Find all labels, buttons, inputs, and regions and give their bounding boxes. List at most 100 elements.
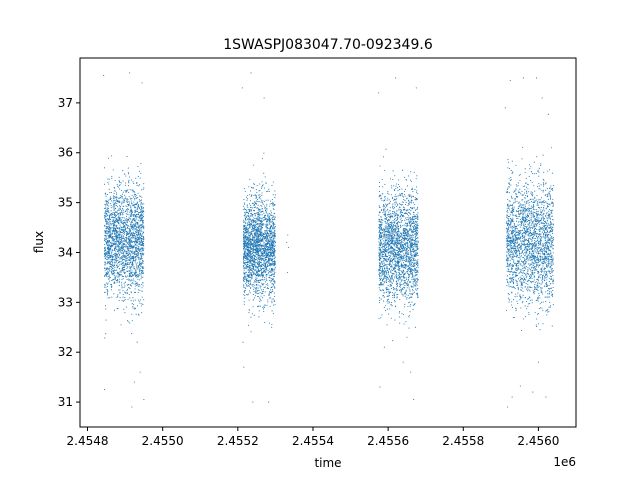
data-point [136, 182, 138, 185]
data-point [109, 297, 111, 299]
data-point [118, 223, 120, 225]
data-point [384, 169, 386, 172]
data-point [134, 274, 136, 276]
data-point [109, 197, 111, 199]
data-point [130, 250, 132, 252]
data-point [137, 299, 139, 301]
data-point [257, 209, 259, 211]
data-point [107, 268, 109, 270]
data-point [246, 211, 248, 213]
data-point [384, 210, 386, 212]
data-point [115, 192, 118, 194]
data-point [132, 248, 134, 250]
data-point [116, 234, 118, 236]
data-point [243, 286, 245, 288]
data-point [110, 222, 112, 224]
data-point [140, 254, 142, 256]
data-point [404, 176, 406, 178]
data-point [263, 259, 265, 261]
data-point [131, 250, 133, 252]
data-point [243, 268, 245, 270]
data-point [270, 224, 272, 226]
data-point [250, 225, 252, 227]
data-point [123, 226, 125, 228]
data-point [117, 271, 119, 273]
data-point [254, 255, 256, 257]
data-point [246, 266, 248, 269]
data-point [243, 253, 245, 256]
data-point [120, 257, 122, 260]
data-point [106, 193, 109, 196]
data-point [130, 255, 132, 257]
data-point [265, 234, 268, 236]
data-point [124, 254, 126, 256]
data-point [262, 274, 265, 276]
data-point [268, 220, 270, 222]
data-point [383, 208, 385, 210]
data-point [136, 262, 138, 264]
data-point [250, 212, 252, 214]
data-point [253, 254, 255, 256]
data-point [111, 245, 113, 247]
data-point [116, 266, 118, 268]
data-point [250, 220, 252, 222]
data-point [261, 194, 263, 196]
data-point [142, 261, 144, 263]
data-point [129, 322, 131, 324]
data-point [400, 249, 402, 251]
data-point [131, 237, 133, 239]
data-point [382, 219, 384, 221]
data-point [267, 287, 269, 289]
data-point [262, 270, 264, 272]
data-point [137, 252, 139, 254]
data-point [397, 279, 399, 281]
data-point [260, 228, 262, 230]
data-point [255, 248, 257, 250]
data-point [256, 258, 258, 260]
data-point [261, 282, 263, 284]
data-point [103, 247, 106, 249]
data-point [132, 300, 134, 302]
data-point [417, 266, 419, 268]
data-point [122, 217, 124, 219]
data-point [250, 205, 252, 207]
data-point [135, 263, 137, 265]
data-point [104, 183, 106, 185]
data-point [122, 237, 124, 239]
data-point [140, 248, 143, 250]
data-point [391, 240, 393, 242]
data-point [140, 229, 142, 231]
data-point [269, 214, 271, 216]
data-point [136, 284, 139, 286]
data-point [259, 230, 261, 232]
data-point [249, 256, 251, 259]
data-point [261, 252, 263, 254]
data-point [118, 278, 120, 280]
data-point [271, 298, 273, 300]
data-point [396, 241, 398, 243]
data-point [266, 273, 268, 276]
data-point [394, 235, 396, 237]
data-point [115, 269, 117, 271]
data-point [379, 275, 381, 277]
data-point [248, 299, 250, 301]
data-point [265, 230, 267, 232]
data-point [247, 280, 249, 282]
data-point [262, 288, 264, 291]
data-point [128, 237, 130, 240]
data-point [118, 197, 120, 199]
data-point [263, 310, 265, 312]
data-point [381, 242, 383, 245]
data-point [137, 292, 139, 294]
data-point [123, 271, 125, 273]
data-point [254, 225, 256, 227]
data-point [114, 264, 116, 266]
data-point [118, 240, 120, 242]
data-point [416, 294, 418, 296]
data-point [114, 262, 116, 264]
data-point [133, 218, 135, 220]
data-point [124, 259, 126, 261]
data-point [103, 214, 106, 216]
data-point [134, 261, 136, 263]
data-point [124, 275, 126, 277]
